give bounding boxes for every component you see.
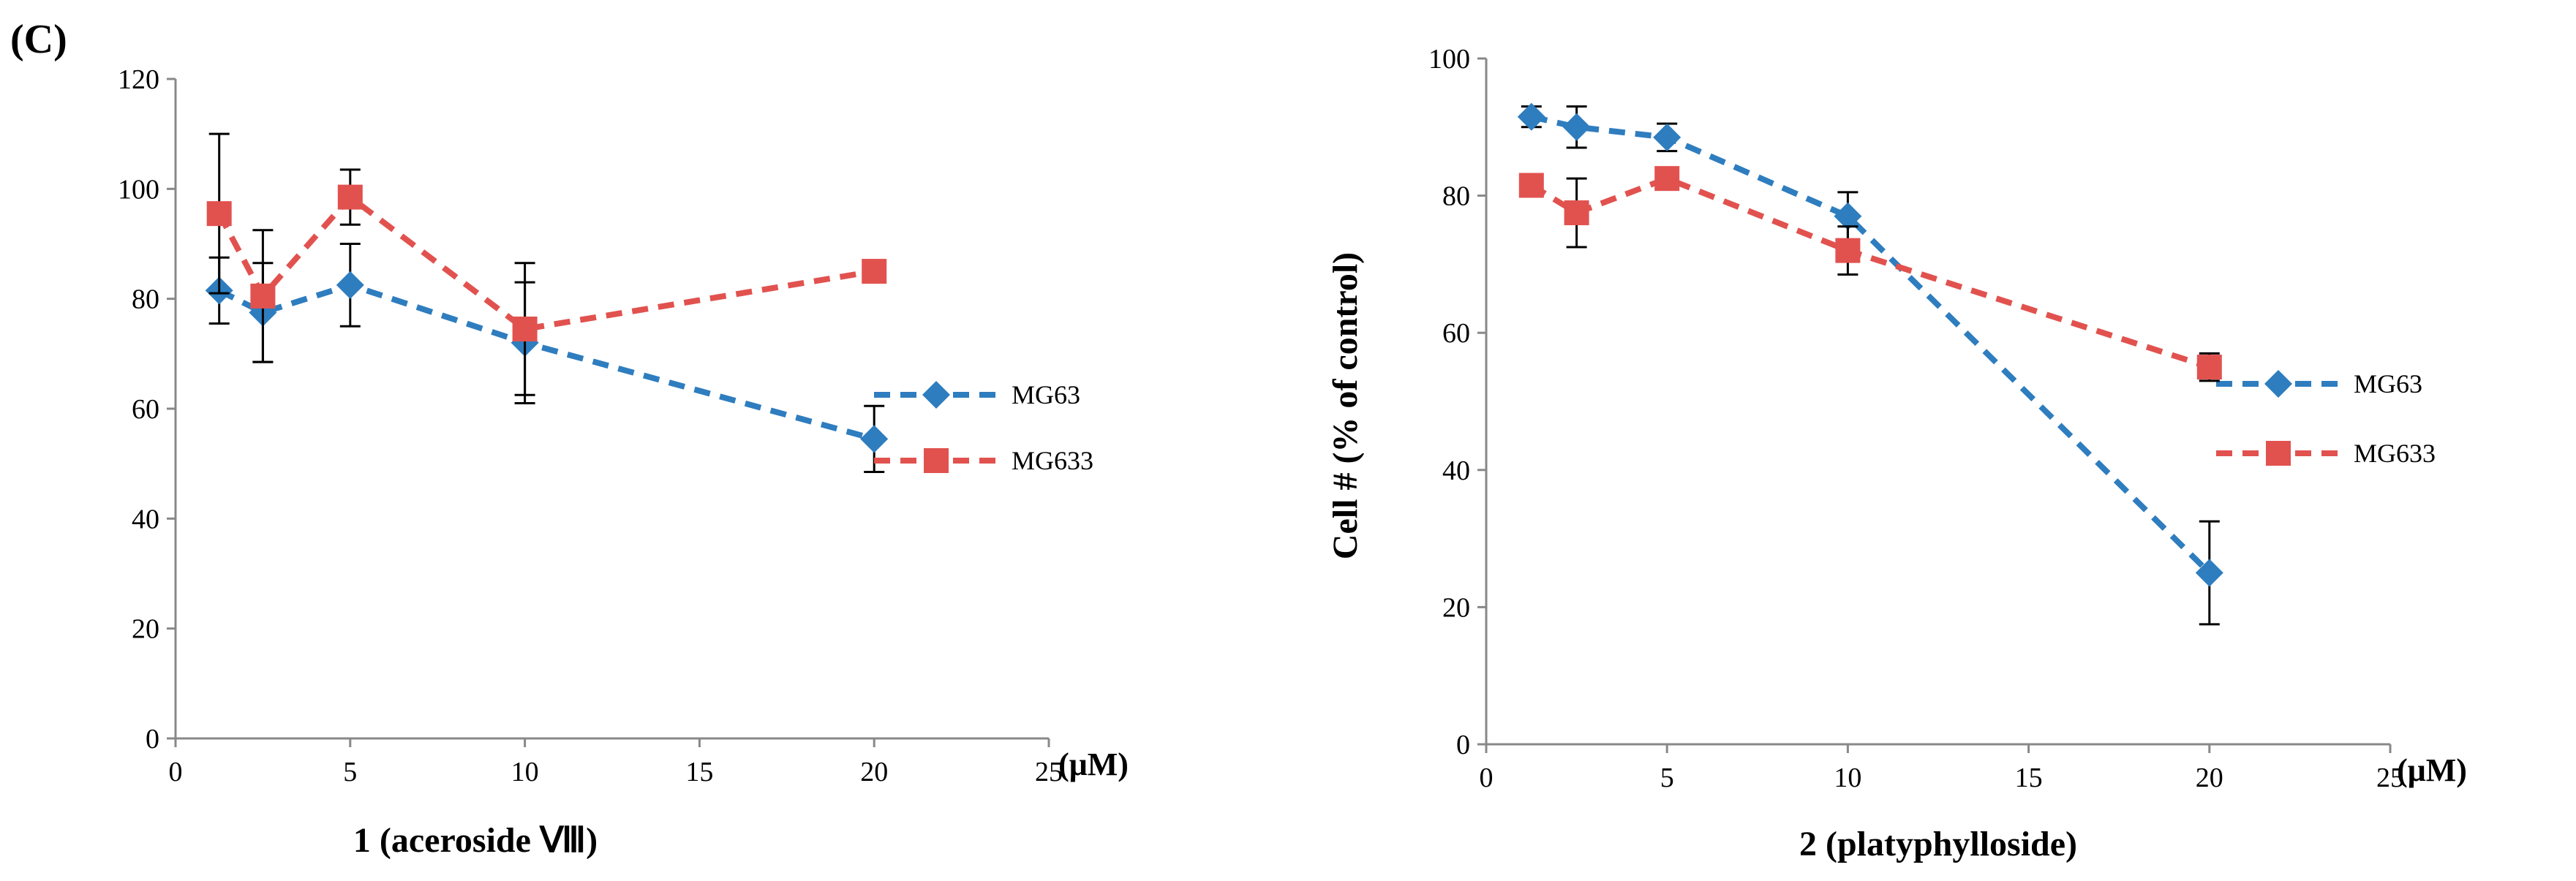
y-tick-label: 0	[1456, 730, 1470, 760]
data-point-mg633	[206, 201, 232, 227]
data-point-mg63	[1653, 123, 1681, 151]
x-tick-label: 5	[343, 757, 357, 787]
y-tick-label: 60	[1442, 318, 1470, 349]
x-tick-label: 15	[685, 757, 713, 787]
y-axis-title: Cell # (% of control)	[1326, 252, 1365, 559]
y-tick-label: 80	[132, 284, 159, 315]
data-point-mg63	[1562, 113, 1591, 141]
x-tick-label: 25	[2376, 763, 2404, 793]
y-tick-label: 40	[1442, 455, 1470, 486]
y-tick-label: 80	[1442, 181, 1470, 212]
data-point-mg63	[1834, 202, 1862, 230]
x-axis-title: 1 (aceroside Ⅷ)	[353, 821, 598, 860]
panel-label: (C)	[10, 17, 67, 62]
legend-marker-mg633	[2266, 441, 2291, 466]
y-tick-label: 0	[146, 724, 159, 755]
data-point-mg633	[1654, 166, 1680, 192]
y-tick-label: 20	[132, 614, 159, 645]
data-point-mg633	[1518, 173, 1544, 198]
x-tick-label: 10	[511, 757, 539, 787]
legend-marker-mg63	[922, 381, 950, 409]
data-point-mg633	[1564, 200, 1589, 226]
series-line-mg63	[217, 281, 875, 442]
x-axis-unit: (μM)	[2397, 752, 2467, 788]
legend-marker-mg633	[924, 448, 949, 473]
y-tick-label: 60	[132, 394, 159, 425]
x-tick-label: 20	[860, 757, 888, 787]
data-point-mg63	[860, 425, 889, 453]
series-line-mg633	[216, 193, 875, 333]
y-tick-label: 100	[118, 174, 159, 205]
y-tick-label: 100	[1428, 44, 1470, 75]
x-tick-label: 20	[2196, 763, 2223, 793]
x-tick-label: 25	[1035, 757, 1063, 787]
legend-label-mg63: MG63	[1012, 380, 1080, 409]
legend-label-mg633: MG633	[2354, 439, 2436, 468]
legend-marker-mg63	[2264, 370, 2292, 398]
x-tick-label: 0	[169, 757, 183, 787]
series-line-mg63	[1530, 113, 2212, 575]
x-axis-unit: (μM)	[1058, 746, 1129, 782]
data-point-mg63	[2195, 559, 2223, 587]
chart-platyphylloside: 0 20 40 60 80 100 0 5 10 15 20 25(μM) 2 (platyphyllo…	[1326, 44, 2467, 863]
y-tick-label: 40	[132, 504, 159, 534]
y-tick-label: 20	[1442, 592, 1470, 623]
data-point-mg633	[250, 283, 276, 309]
x-tick-label: 5	[1660, 763, 1674, 793]
series-line-mg633	[1529, 175, 2211, 370]
legend-label-mg63: MG63	[2354, 369, 2422, 398]
data-point-mg633	[862, 259, 887, 284]
data-point-mg633	[512, 317, 538, 342]
x-tick-label: 10	[1834, 763, 1861, 793]
x-tick-label: 0	[1480, 763, 1494, 793]
legend-label-mg633: MG633	[1012, 446, 1093, 475]
x-axis-title: 2 (platyphylloside)	[1799, 825, 2077, 863]
data-point-mg633	[1835, 238, 1861, 263]
chart-aceroside: 0 20 40 60 80 100 120 0 5 10 15 20 25(μM) 1 (acerosid…	[118, 64, 1129, 860]
data-point-mg633	[337, 184, 363, 210]
data-point-mg633	[2196, 355, 2222, 380]
y-tick-label: 120	[118, 64, 159, 95]
data-point-mg63	[1517, 102, 1545, 131]
data-point-mg63	[336, 271, 364, 299]
x-tick-label: 15	[2015, 763, 2043, 793]
